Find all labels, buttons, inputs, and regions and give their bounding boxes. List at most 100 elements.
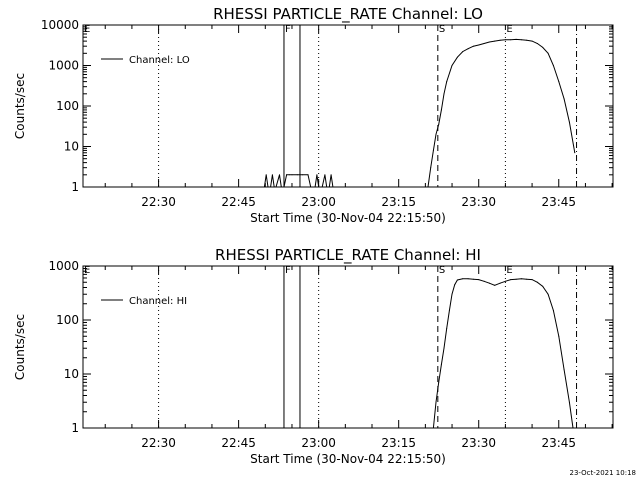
data-point xyxy=(574,152,576,154)
data-point xyxy=(483,43,485,44)
data-point xyxy=(332,186,334,188)
data-point xyxy=(312,186,314,188)
y-axis-label: Counts/sec xyxy=(13,73,27,139)
y-tick-label: 10 xyxy=(64,367,79,381)
event-marker-label: F xyxy=(285,265,291,276)
data-point xyxy=(430,167,432,169)
data-point xyxy=(443,93,445,95)
y-tick-label: 100 xyxy=(56,313,79,327)
data-point xyxy=(318,186,320,188)
event-marker-label: S xyxy=(439,265,445,276)
data-point xyxy=(321,186,323,188)
data-point xyxy=(451,65,453,66)
data-point xyxy=(542,285,544,287)
x-tick-label: 23:30 xyxy=(461,436,496,450)
data-point xyxy=(314,186,316,188)
y-tick-label: 1 xyxy=(71,421,79,435)
x-axis-label: Start Time (30-Nov-04 22:15:50) xyxy=(250,452,446,466)
x-tick-label: 23:30 xyxy=(461,195,496,209)
timestamp-stamp: 23-Oct-2021 10:18 xyxy=(570,469,636,477)
data-point xyxy=(494,40,496,42)
data-point xyxy=(520,278,522,280)
data-point xyxy=(531,40,533,42)
data-point xyxy=(271,174,273,176)
data-point xyxy=(563,369,565,371)
data-point xyxy=(435,401,437,403)
data-point xyxy=(307,174,309,176)
data-point xyxy=(547,52,549,54)
data-point xyxy=(558,335,560,337)
data-point xyxy=(531,279,533,281)
data-point xyxy=(273,186,275,188)
data-point xyxy=(328,186,330,188)
data-point xyxy=(451,293,453,295)
series-line xyxy=(262,38,576,188)
data-point xyxy=(504,39,506,41)
y-tick-label: 100 xyxy=(56,99,79,113)
data-point xyxy=(504,280,506,282)
data-point xyxy=(542,46,544,48)
data-point xyxy=(319,186,321,188)
y-axis-label: Counts/sec xyxy=(13,314,27,380)
data-point xyxy=(438,124,440,125)
chart-title: RHESSI PARTICLE_RATE Channel: LO xyxy=(213,5,483,24)
data-point xyxy=(526,278,528,280)
legend-label: Channel: HI xyxy=(129,296,187,307)
data-point xyxy=(302,174,304,176)
data-point xyxy=(494,284,496,286)
data-point xyxy=(316,174,318,176)
data-point xyxy=(443,347,445,349)
data-point xyxy=(427,186,429,188)
data-point xyxy=(462,51,464,53)
data-point xyxy=(536,43,538,44)
data-point xyxy=(296,174,298,176)
event-marker-label: E xyxy=(506,265,512,276)
data-point xyxy=(432,427,434,429)
data-point xyxy=(279,174,280,176)
data-point xyxy=(456,279,458,281)
legend-label: Channel: LO xyxy=(129,55,190,66)
chart-panel-1: RHESSI PARTICLE_RATE Channel: HI Counts/s… xyxy=(13,246,614,466)
data-point xyxy=(478,44,480,46)
data-point xyxy=(456,56,458,58)
data-point xyxy=(326,186,328,188)
data-point xyxy=(526,39,528,41)
data-point xyxy=(267,186,269,188)
chart-panel-0: RHESSI PARTICLE_RATE Channel: LO Counts/s… xyxy=(13,5,614,225)
data-point xyxy=(547,293,549,295)
x-tick-label: 22:45 xyxy=(221,195,256,209)
data-point xyxy=(488,41,490,43)
y-tick-label: 1 xyxy=(71,180,79,194)
data-point xyxy=(275,186,277,188)
data-point xyxy=(510,39,512,41)
event-marker-label: F xyxy=(285,24,291,35)
data-point xyxy=(310,186,312,188)
data-point xyxy=(438,381,440,383)
data-point xyxy=(572,427,574,429)
data-point xyxy=(454,284,456,286)
data-point xyxy=(330,174,332,176)
data-point xyxy=(286,174,288,176)
data-point xyxy=(432,149,434,151)
data-point xyxy=(472,45,474,47)
data-point xyxy=(265,174,267,176)
data-point xyxy=(499,39,501,41)
data-point xyxy=(552,310,554,311)
data-point xyxy=(488,282,490,284)
x-tick-label: 23:00 xyxy=(301,436,336,450)
x-tick-label: 23:15 xyxy=(381,195,416,209)
data-point xyxy=(262,186,264,188)
y-tick-label: 10 xyxy=(64,140,79,154)
data-point xyxy=(446,81,448,83)
data-point xyxy=(563,98,565,100)
data-point xyxy=(280,186,282,188)
data-point xyxy=(291,174,293,176)
x-axis-label: Start Time (30-Nov-04 22:15:50) xyxy=(250,211,446,225)
data-point xyxy=(558,81,560,83)
data-point xyxy=(510,279,512,281)
data-point xyxy=(568,401,570,403)
data-point xyxy=(448,310,450,311)
data-point xyxy=(446,327,448,329)
event-marker-label: E xyxy=(84,24,90,35)
